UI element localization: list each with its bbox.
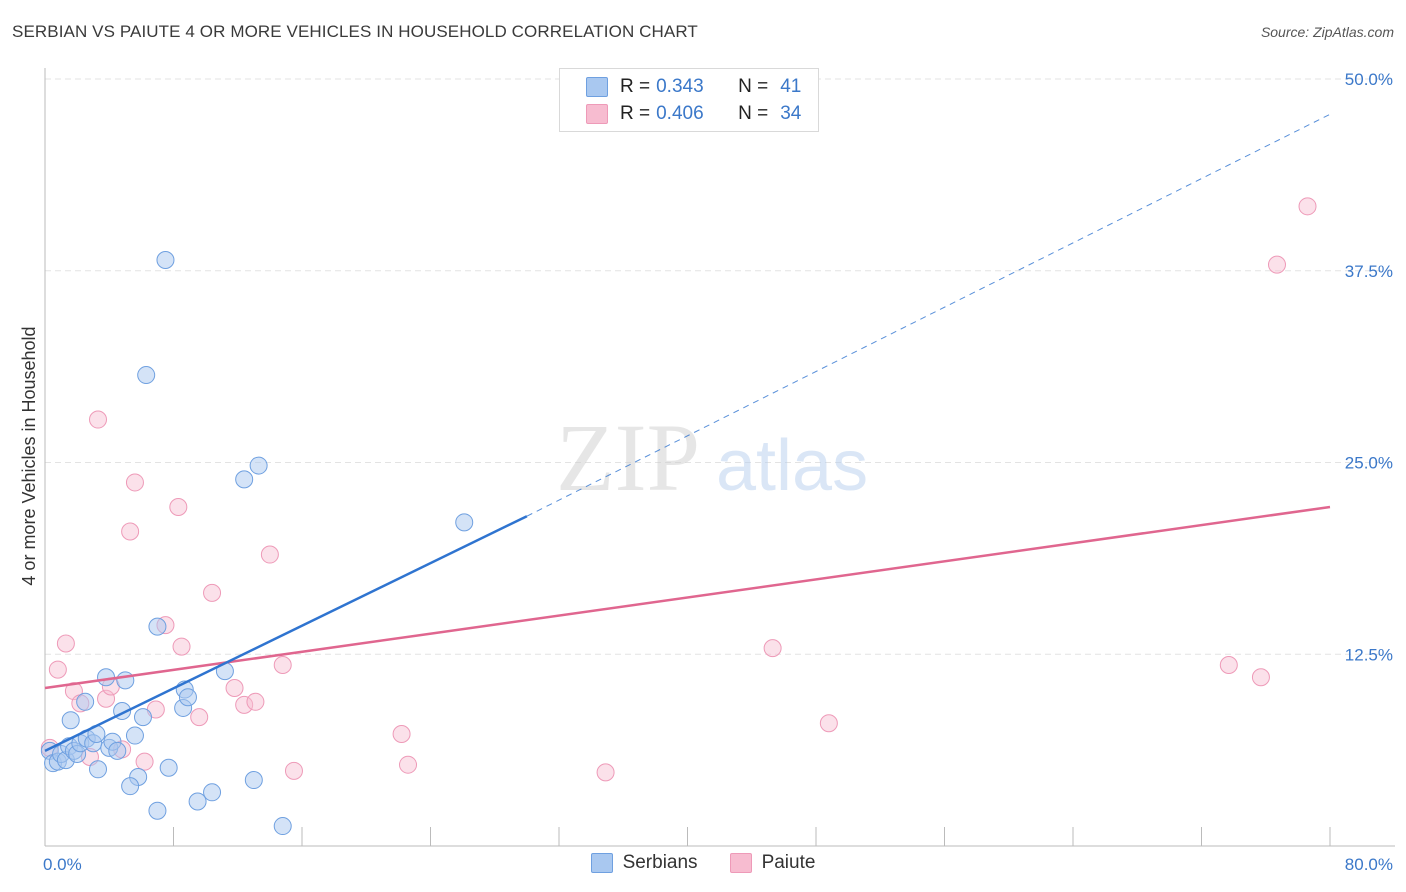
data-point-serbians xyxy=(148,617,167,636)
data-point-paiute xyxy=(260,545,279,564)
data-point-serbians xyxy=(273,817,292,836)
data-point-serbians xyxy=(108,741,127,760)
y-tick-label: 12.5% xyxy=(1345,645,1393,664)
stats-legend: R = 0.343 N = 41 R = 0.406 N = 34 xyxy=(559,68,819,132)
n-value: 41 xyxy=(780,76,802,97)
axes xyxy=(44,68,1395,847)
data-point-paiute xyxy=(225,678,244,697)
data-point-paiute xyxy=(121,522,140,541)
r-label: R = xyxy=(620,103,651,124)
data-point-serbians xyxy=(97,668,116,687)
data-point-serbians xyxy=(125,726,144,745)
data-point-paiute xyxy=(273,655,292,674)
y-tick-label: 50.0% xyxy=(1345,70,1393,89)
watermark-atlas: atlas xyxy=(716,426,868,506)
data-point-paiute xyxy=(763,639,782,658)
legend-label-paiute: Paiute xyxy=(761,852,816,873)
tick-labels: 12.5% 25.0% 37.5% 50.0% 0.0% 80.0% xyxy=(43,70,1393,874)
y-tick-label: 37.5% xyxy=(1345,262,1393,281)
trend-line-serbians xyxy=(44,515,528,753)
legend-row-paiute: R = 0.406 N = 34 xyxy=(586,102,801,126)
data-point-serbians xyxy=(156,251,175,270)
x-tick-label: 80.0% xyxy=(1345,855,1393,874)
data-point-serbians xyxy=(148,801,167,820)
data-point-paiute xyxy=(172,637,191,656)
data-point-paiute xyxy=(1251,668,1270,687)
data-point-serbians xyxy=(249,456,268,475)
chart-title: SERBIAN VS PAIUTE 4 OR MORE VEHICLES IN … xyxy=(12,22,698,41)
y-tick-label: 25.0% xyxy=(1345,454,1393,473)
data-point-paiute xyxy=(596,763,615,782)
serbians-swatch xyxy=(590,853,613,873)
series-legend: Serbians Paiute xyxy=(0,852,1406,874)
trend-lines xyxy=(44,113,1331,753)
trend-line-serbians-extrapolated xyxy=(526,113,1331,517)
data-point-paiute xyxy=(125,473,144,492)
r-value: 0.343 xyxy=(656,76,704,97)
serbians-swatch xyxy=(586,77,608,97)
data-point-paiute xyxy=(235,695,254,714)
trend-line-paiute xyxy=(44,505,1331,690)
data-point-paiute xyxy=(1298,197,1317,216)
data-point-serbians xyxy=(116,671,135,690)
data-point-serbians xyxy=(133,708,152,727)
data-point-paiute xyxy=(246,692,265,711)
data-point-serbians xyxy=(121,777,140,796)
y-axis-label: 4 or more Vehicles in Household xyxy=(19,326,39,585)
r-label: R = xyxy=(620,76,651,97)
series-serbians xyxy=(40,251,474,836)
data-point-paiute xyxy=(392,725,411,744)
data-point-serbians xyxy=(61,711,80,730)
n-label: N = xyxy=(738,76,769,97)
legend-label-serbians: Serbians xyxy=(622,852,698,873)
data-point-paiute xyxy=(135,752,154,771)
data-point-paiute xyxy=(89,410,108,429)
data-point-serbians xyxy=(188,792,207,811)
data-point-serbians xyxy=(137,366,156,385)
gridlines xyxy=(45,78,1395,655)
r-value: 0.406 xyxy=(656,103,704,124)
data-point-serbians xyxy=(159,758,178,777)
data-point-paiute xyxy=(169,497,188,516)
data-point-paiute xyxy=(284,761,303,780)
data-point-paiute xyxy=(190,708,209,727)
data-point-paiute xyxy=(1219,655,1238,674)
data-point-paiute xyxy=(56,634,75,653)
source-label: Source: ZipAtlas.com xyxy=(1260,24,1394,40)
paiute-swatch xyxy=(729,853,752,873)
data-point-paiute xyxy=(48,660,67,679)
legend-item-paiute: Paiute xyxy=(729,852,816,874)
data-point-serbians xyxy=(235,470,254,489)
series-paiute xyxy=(40,197,1317,782)
data-point-paiute xyxy=(819,714,838,733)
data-point-serbians xyxy=(178,688,197,707)
data-point-paiute xyxy=(1267,255,1286,274)
legend-row-serbians: R = 0.343 N = 41 xyxy=(586,75,801,99)
n-label: N = xyxy=(738,103,769,124)
data-point-serbians xyxy=(76,692,95,711)
data-point-serbians xyxy=(203,783,222,802)
data-point-serbians xyxy=(89,760,108,779)
x-tick-label: 0.0% xyxy=(43,855,82,874)
n-value: 34 xyxy=(780,103,802,124)
data-point-paiute xyxy=(203,583,222,602)
legend-item-serbians: Serbians xyxy=(590,852,698,874)
data-point-paiute xyxy=(399,755,418,774)
watermark-zip: ZIP xyxy=(556,404,700,511)
data-point-serbians xyxy=(455,513,474,532)
watermark: ZIP atlas xyxy=(556,404,868,511)
data-point-serbians xyxy=(244,771,263,790)
paiute-swatch xyxy=(586,104,608,124)
